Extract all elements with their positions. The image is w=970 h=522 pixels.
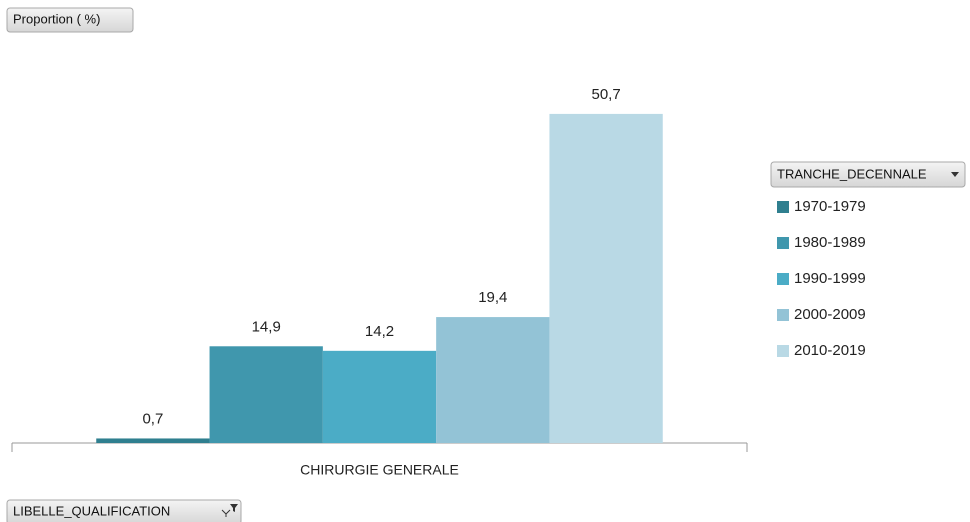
data-label: 19,4 (478, 289, 507, 306)
legend-label: 2000-2009 (794, 306, 866, 323)
legend-label: 1990-1999 (794, 270, 866, 287)
filter-icon (230, 504, 238, 512)
axis-field-button[interactable] (6, 499, 242, 522)
data-label: 14,9 (252, 318, 281, 335)
bar (549, 113, 663, 443)
legend-swatch (777, 201, 789, 213)
data-label: 0,7 (142, 410, 163, 427)
filter-dropdown (221, 509, 231, 517)
data-label: 50,7 (591, 86, 620, 103)
value-field-button[interactable] (6, 7, 134, 33)
legend-swatch (777, 309, 789, 321)
legend-swatch (777, 273, 789, 285)
dropdown-arrow (951, 172, 959, 177)
x-axis-label: LIBELLE_QUALIFICATION (13, 503, 170, 518)
y-axis-label: Proportion ( %) (13, 11, 100, 26)
data-label: 14,2 (365, 323, 394, 340)
legend-swatch (777, 345, 789, 357)
legend-swatch (777, 237, 789, 249)
bar (209, 346, 323, 443)
legend-label: 1980-1989 (794, 234, 866, 251)
legend-title: TRANCHE_DECENNALE (777, 166, 927, 181)
legend-label: 1970-1979 (794, 198, 866, 215)
bar (322, 350, 437, 443)
bar (96, 438, 210, 443)
legend-field-button[interactable] (770, 161, 966, 188)
x-tick-label: CHIRURGIE GENERALE (300, 462, 459, 478)
legend-label: 2010-2019 (794, 342, 866, 359)
bar (436, 317, 550, 443)
